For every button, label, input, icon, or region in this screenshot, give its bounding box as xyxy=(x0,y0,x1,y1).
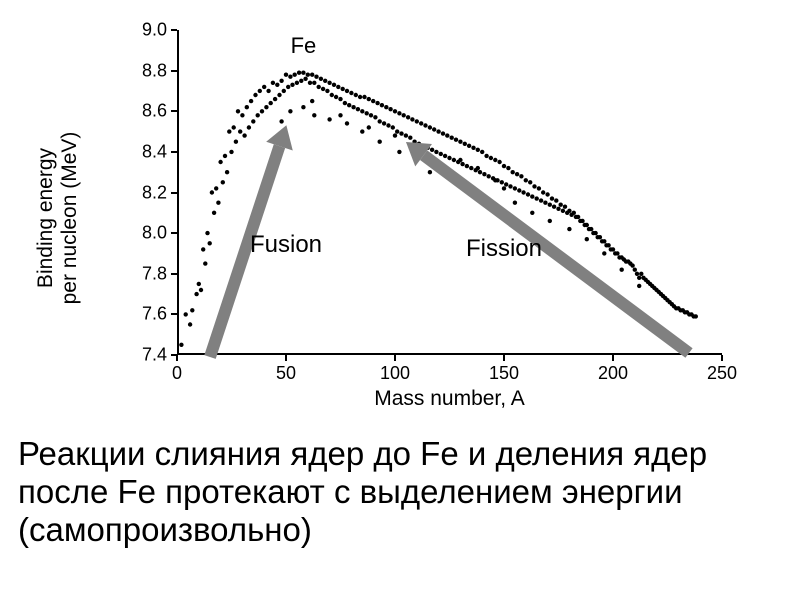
y-tick xyxy=(171,232,177,234)
y-tick-label: 7.6 xyxy=(142,304,167,325)
x-tick-label: 50 xyxy=(276,363,296,384)
slide: Binding energy per nucleon (MeV) Fe Fusio… xyxy=(0,0,800,600)
x-tick-label: 100 xyxy=(380,363,410,384)
y-tick-label: 8.6 xyxy=(142,101,167,122)
caption-text: Реакции слияния ядер до Fe и деления яде… xyxy=(18,435,782,549)
x-tick xyxy=(394,355,396,361)
x-tick xyxy=(285,355,287,361)
y-tick xyxy=(171,70,177,72)
x-tick-label: 150 xyxy=(489,363,519,384)
y-tick xyxy=(171,151,177,153)
fusion-label: Fusion xyxy=(250,231,322,259)
y-tick-label: 8.0 xyxy=(142,223,167,244)
y-axis-title-line2: per nucleon (MeV) xyxy=(58,131,82,304)
y-tick-label: 8.4 xyxy=(142,141,167,162)
x-tick-label: 0 xyxy=(172,363,182,384)
y-tick-label: 8.2 xyxy=(142,182,167,203)
x-tick xyxy=(503,355,505,361)
y-tick xyxy=(171,29,177,31)
fe-label: Fe xyxy=(291,33,317,59)
y-tick xyxy=(171,313,177,315)
y-axis-title: Binding energy per nucleon (MeV) xyxy=(34,131,82,304)
x-tick-label: 250 xyxy=(707,363,737,384)
y-tick-label: 8.8 xyxy=(142,60,167,81)
y-axis-title-line1: Binding energy xyxy=(34,147,57,287)
y-tick-label: 9.0 xyxy=(142,20,167,41)
y-tick-label: 7.8 xyxy=(142,263,167,284)
x-tick-label: 200 xyxy=(598,363,628,384)
x-tick xyxy=(721,355,723,361)
y-tick-label: 7.4 xyxy=(142,345,167,366)
y-tick xyxy=(171,192,177,194)
y-tick xyxy=(171,354,177,356)
fission-label: Fission xyxy=(466,235,542,263)
plot-area: FeFusionFission 050100150200250 7.47.67.… xyxy=(177,30,722,355)
y-tick xyxy=(171,273,177,275)
x-axis-title: Mass number, A xyxy=(374,387,525,411)
x-tick xyxy=(612,355,614,361)
binding-energy-chart: Binding energy per nucleon (MeV) FeFusio… xyxy=(62,10,742,425)
y-tick xyxy=(171,110,177,112)
